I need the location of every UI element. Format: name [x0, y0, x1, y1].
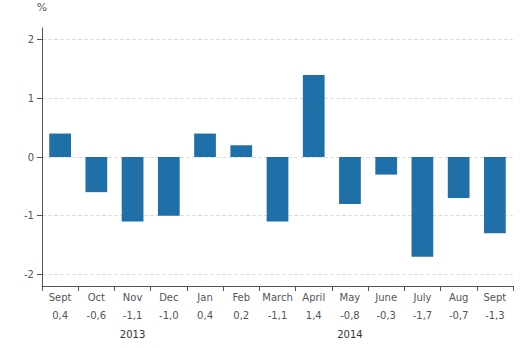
svg-text:April: April	[302, 292, 325, 303]
svg-text:July: July	[412, 292, 431, 303]
svg-text:Aug: Aug	[449, 292, 469, 303]
svg-text:-0,3: -0,3	[376, 310, 396, 321]
svg-text:March: March	[262, 292, 292, 303]
svg-text:2: 2	[28, 34, 34, 45]
svg-text:-1,7: -1,7	[413, 310, 433, 321]
svg-text:Nov: Nov	[123, 292, 143, 303]
svg-text:Oct: Oct	[88, 292, 105, 303]
svg-text:Dec: Dec	[159, 292, 178, 303]
svg-text:May: May	[340, 292, 361, 303]
svg-text:-0,8: -0,8	[340, 310, 360, 321]
svg-text:2014: 2014	[337, 329, 362, 340]
svg-text:0,4: 0,4	[52, 310, 68, 321]
svg-text:2013: 2013	[120, 329, 145, 340]
svg-text:-0,7: -0,7	[449, 310, 469, 321]
svg-text:-1,3: -1,3	[485, 310, 505, 321]
svg-text:Sept: Sept	[49, 292, 72, 303]
svg-text:-1,1: -1,1	[123, 310, 143, 321]
svg-text:-1,0: -1,0	[159, 310, 179, 321]
svg-text:Feb: Feb	[232, 292, 250, 303]
svg-text:Sept: Sept	[483, 292, 506, 303]
svg-text:0,4: 0,4	[197, 310, 213, 321]
svg-text:1,4: 1,4	[306, 310, 322, 321]
svg-text:-1,1: -1,1	[268, 310, 288, 321]
svg-text:-1: -1	[24, 210, 34, 221]
svg-text:0: 0	[28, 152, 34, 163]
svg-text:0,2: 0,2	[233, 310, 249, 321]
svg-text:1: 1	[28, 93, 34, 104]
svg-text:-0,6: -0,6	[87, 310, 107, 321]
svg-text:Jan: Jan	[196, 292, 212, 303]
svg-text:-2: -2	[24, 269, 34, 280]
svg-text:June: June	[374, 292, 397, 303]
svg-text:%: %	[37, 1, 47, 14]
